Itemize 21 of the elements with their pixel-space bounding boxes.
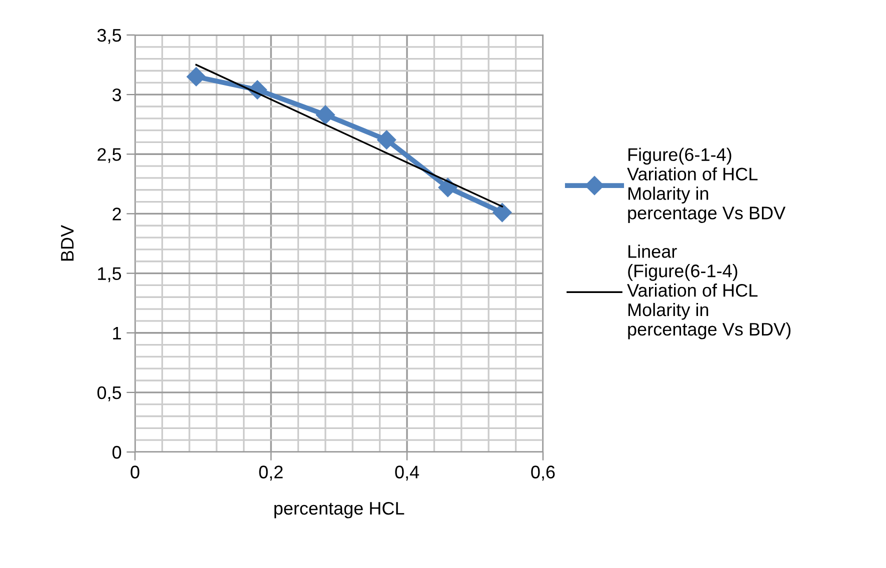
legend-label: Figure(6-1-4) Variation of HCL Molarity in percentage Vs BDV <box>627 148 786 223</box>
y-tick-label: 3,5 <box>97 28 122 44</box>
y-tick-label: 0,5 <box>97 386 122 402</box>
point <box>438 178 458 198</box>
point <box>186 67 206 86</box>
legend-label: Linear (Figure(6-1-4) Variation of HCL Molarity in percentage Vs BDV) <box>627 244 790 340</box>
x-tick-label: 0,2 <box>259 466 283 481</box>
x-tick-label: 0,4 <box>395 466 420 481</box>
y-tick-label: 1 <box>113 326 121 340</box>
y-axis-title: BDV <box>61 225 74 261</box>
x-tick-label: 0 <box>130 466 140 478</box>
point <box>316 105 335 124</box>
y-tick-label: 1,5 <box>98 267 122 282</box>
y-tick-label: 3 <box>112 88 122 102</box>
x-tick-label: 0,6 <box>531 466 555 481</box>
y-tick-label: 2 <box>112 208 121 220</box>
y-tick-label: 2,5 <box>98 148 122 163</box>
point <box>492 202 512 222</box>
point <box>377 130 396 150</box>
y-tick-label: 0 <box>112 446 122 459</box>
x-axis-title: percentage HCL <box>274 502 404 518</box>
